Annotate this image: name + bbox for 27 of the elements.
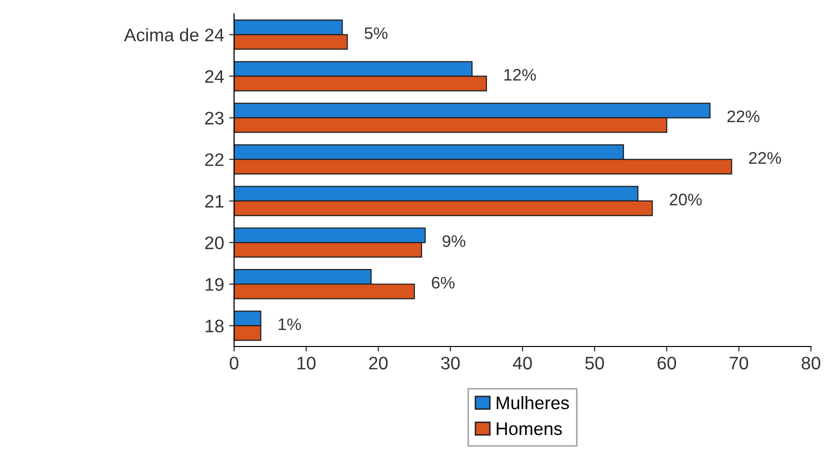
x-tick-label: 80 [802,356,820,370]
x-tick-label: 40 [512,356,532,370]
x-tick-label: 30 [441,356,460,370]
annotation: 1% [278,318,301,330]
annotation: 20% [670,194,702,206]
y-tick-label: 19 [206,278,224,291]
annotation: 22% [749,152,782,164]
y-tick-label: 21 [205,194,224,208]
annotation: 12% [504,68,536,81]
y-tick-label: 18 [206,320,224,332]
y-tick-label: Acima de 24 [124,28,224,42]
x-tick-label: 50 [585,356,604,370]
x-tick-label: 70 [730,356,748,370]
annotation: 22% [727,110,760,122]
y-tick-label: 22 [205,153,224,166]
x-tick-label: 20 [369,356,388,370]
annotation: 5% [364,27,388,40]
legend-label: Mulheres [496,396,569,410]
x-tick-label: 60 [658,356,676,370]
x-tick-label: 0 [230,356,238,370]
y-tick-label: 23 [205,112,224,125]
x-tick-label: 10 [298,356,316,370]
legend-label: Homens [496,422,562,436]
annotation: 6% [432,276,455,289]
y-tick-label: 20 [205,236,224,250]
y-tick-label: 24 [205,70,224,83]
annotation: 9% [442,235,466,248]
